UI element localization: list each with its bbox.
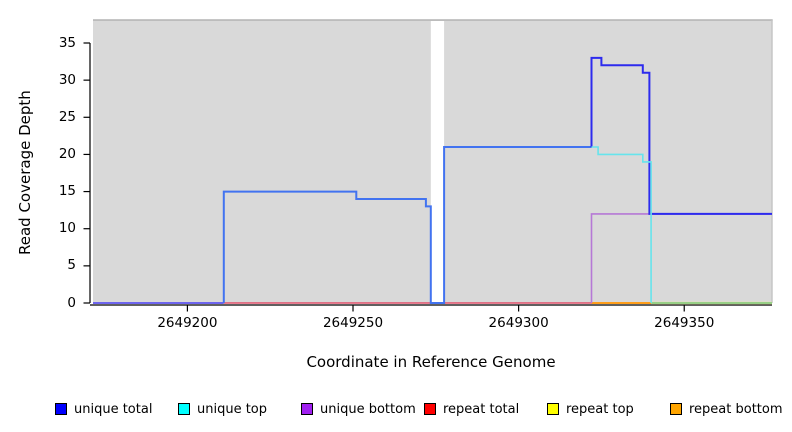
y-tick-label: 35: [58, 34, 76, 51]
x-tick-label: 2649350: [654, 315, 715, 331]
y-tick-label: 25: [58, 108, 76, 125]
y-tick-label: 5: [67, 257, 76, 274]
legend-label: unique bottom: [320, 401, 416, 417]
legend-swatch-repeat-top: [547, 403, 559, 415]
series-line-unique-left-steps: [222, 146, 592, 304]
legend-label: unique total: [74, 401, 153, 417]
legend-swatch-unique-total: [55, 403, 67, 415]
legend-label: repeat bottom: [689, 401, 783, 417]
y-tick-label: 20: [58, 145, 76, 162]
legend-item-repeat-top: repeat top: [547, 401, 634, 417]
legend-item-repeat-bottom: repeat bottom: [670, 401, 783, 417]
series-line-unique-total-spike: [590, 56, 772, 215]
legend-item-unique-top: unique top: [178, 401, 267, 417]
zero-coverage-gap: [430, 21, 445, 303]
y-tick-label: 0: [67, 294, 76, 311]
legend-swatch-unique-bottom: [301, 403, 313, 415]
y-axis-title: Read Coverage Depth: [16, 90, 34, 256]
series-line-unique-top-line: [591, 146, 652, 303]
legend-item-repeat-total: repeat total: [424, 401, 519, 417]
legend-swatch-unique-top: [178, 403, 190, 415]
legend-item-unique-bottom: unique bottom: [301, 401, 416, 417]
legend-item-unique-total: unique total: [55, 401, 152, 417]
x-tick-label: 2649300: [488, 315, 549, 331]
legend-label: repeat top: [566, 401, 634, 417]
legend: unique total unique top unique bottom repea…: [0, 401, 792, 419]
legend-label: unique top: [197, 401, 268, 417]
legend-swatch-repeat-total: [424, 403, 436, 415]
x-axis-title: Coordinate in Reference Genome: [306, 353, 556, 371]
legend-label: repeat total: [443, 401, 520, 417]
legend-swatch-repeat-bottom: [670, 403, 682, 415]
y-tick-label: 15: [58, 183, 76, 200]
x-tick-label: 2649250: [322, 315, 384, 331]
y-tick-label: 10: [58, 220, 76, 237]
y-tick-label: 30: [58, 71, 76, 88]
x-tick-label: 2649200: [157, 315, 218, 331]
